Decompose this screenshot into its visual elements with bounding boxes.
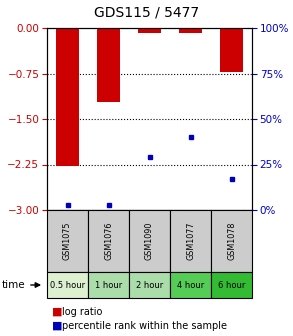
Bar: [97, 28, 120, 102]
Text: 2 hour: 2 hour: [136, 281, 163, 290]
Text: 6 hour: 6 hour: [218, 281, 245, 290]
Text: GSM1075: GSM1075: [63, 222, 72, 260]
Text: GDS115 / 5477: GDS115 / 5477: [94, 5, 199, 19]
Text: 4 hour: 4 hour: [177, 281, 204, 290]
Text: GSM1090: GSM1090: [145, 222, 154, 260]
Text: percentile rank within the sample: percentile rank within the sample: [62, 321, 227, 331]
Text: ■: ■: [52, 307, 62, 317]
Bar: [138, 28, 161, 33]
Text: time: time: [2, 280, 25, 290]
Bar: [220, 28, 243, 72]
Text: log ratio: log ratio: [62, 307, 102, 317]
Text: GSM1078: GSM1078: [227, 222, 236, 260]
Bar: [179, 28, 202, 34]
Text: GSM1076: GSM1076: [104, 222, 113, 260]
Text: GSM1077: GSM1077: [186, 222, 195, 260]
Bar: [56, 28, 79, 166]
Text: ■: ■: [52, 321, 62, 331]
Text: 0.5 hour: 0.5 hour: [50, 281, 85, 290]
Text: 1 hour: 1 hour: [95, 281, 122, 290]
